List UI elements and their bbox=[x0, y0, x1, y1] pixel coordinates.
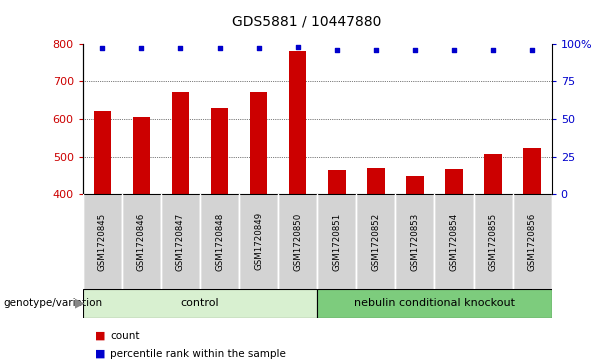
Point bbox=[371, 48, 381, 53]
Bar bbox=[83, 289, 318, 318]
Bar bbox=[211, 108, 228, 194]
Bar bbox=[318, 194, 356, 289]
Point bbox=[410, 48, 420, 53]
Bar bbox=[435, 194, 474, 289]
Bar bbox=[474, 194, 512, 289]
Bar bbox=[132, 117, 150, 194]
Bar bbox=[172, 92, 189, 194]
Text: ■: ■ bbox=[95, 331, 105, 341]
Text: genotype/variation: genotype/variation bbox=[3, 298, 102, 308]
Bar bbox=[289, 51, 306, 194]
Bar bbox=[250, 92, 267, 194]
Text: GSM1720849: GSM1720849 bbox=[254, 212, 263, 270]
Bar bbox=[356, 194, 395, 289]
Bar bbox=[83, 194, 122, 289]
Bar bbox=[395, 194, 435, 289]
Bar bbox=[484, 154, 502, 194]
Point bbox=[527, 48, 537, 53]
Bar bbox=[200, 194, 239, 289]
Text: GSM1720854: GSM1720854 bbox=[449, 212, 459, 270]
Point bbox=[175, 45, 185, 51]
Text: GSM1720845: GSM1720845 bbox=[98, 212, 107, 270]
Bar bbox=[406, 176, 424, 194]
Bar bbox=[524, 148, 541, 194]
Bar bbox=[445, 168, 463, 194]
Bar bbox=[94, 111, 111, 194]
Text: GSM1720851: GSM1720851 bbox=[332, 212, 341, 270]
Text: GSM1720855: GSM1720855 bbox=[489, 212, 498, 270]
Point bbox=[254, 45, 264, 51]
Bar bbox=[328, 170, 346, 194]
Point bbox=[97, 45, 107, 51]
Point bbox=[137, 45, 147, 51]
Bar bbox=[161, 194, 200, 289]
Bar bbox=[318, 289, 552, 318]
Text: GSM1720853: GSM1720853 bbox=[411, 212, 419, 270]
Point bbox=[488, 48, 498, 53]
Text: ■: ■ bbox=[95, 349, 105, 359]
Text: GSM1720848: GSM1720848 bbox=[215, 212, 224, 270]
Bar bbox=[512, 194, 552, 289]
Point bbox=[215, 45, 224, 51]
Bar bbox=[239, 194, 278, 289]
Point bbox=[293, 44, 303, 50]
Text: GSM1720856: GSM1720856 bbox=[528, 212, 536, 270]
Text: count: count bbox=[110, 331, 140, 341]
Text: control: control bbox=[181, 298, 219, 308]
Point bbox=[449, 48, 459, 53]
Text: nebulin conditional knockout: nebulin conditional knockout bbox=[354, 298, 515, 308]
Bar bbox=[367, 168, 384, 194]
Bar bbox=[122, 194, 161, 289]
Point bbox=[332, 48, 341, 53]
Text: GDS5881 / 10447880: GDS5881 / 10447880 bbox=[232, 15, 381, 29]
Text: percentile rank within the sample: percentile rank within the sample bbox=[110, 349, 286, 359]
Text: GSM1720846: GSM1720846 bbox=[137, 212, 146, 270]
Text: GSM1720852: GSM1720852 bbox=[371, 212, 380, 270]
Text: ▶: ▶ bbox=[75, 297, 85, 310]
Bar bbox=[278, 194, 318, 289]
Text: GSM1720850: GSM1720850 bbox=[293, 212, 302, 270]
Text: GSM1720847: GSM1720847 bbox=[176, 212, 185, 270]
